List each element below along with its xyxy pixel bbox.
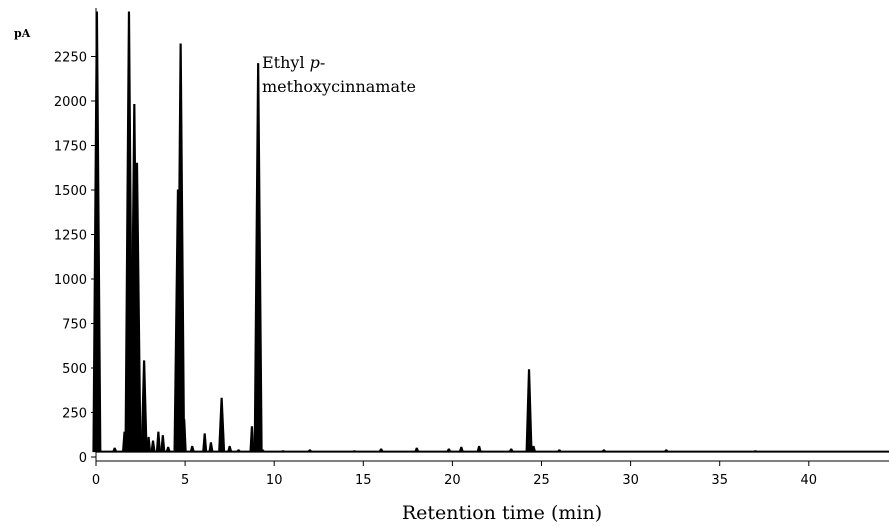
peak-annotation-line2: methoxycinnamate: [262, 77, 416, 96]
peak-mark: [146, 436, 152, 453]
peak-mark: [165, 446, 171, 453]
peak-mark: [218, 397, 226, 453]
x-tick-label: 10: [266, 473, 283, 488]
peak-mark: [111, 447, 118, 453]
x-tick-label: 30: [622, 473, 639, 488]
peak-mark: [140, 360, 148, 453]
peak-mark: [378, 448, 384, 453]
y-tick-label: 1000: [54, 273, 87, 288]
y-tick-label: 2250: [54, 51, 87, 66]
peak-annotation-line1: Ethyl p-: [262, 53, 325, 72]
y-tick-label: 500: [62, 362, 87, 377]
peak-mark: [663, 449, 670, 453]
y-tick-label: 750: [62, 318, 87, 333]
peak-mark: [235, 449, 242, 453]
peak-annotation-text: Ethyl: [262, 53, 310, 72]
peak-annotation-suffix: -: [320, 53, 325, 72]
peak-mark: [508, 448, 515, 453]
x-tick-label: 5: [181, 473, 189, 488]
y-tick-label: 1500: [54, 184, 87, 199]
peak-mark: [155, 431, 161, 453]
peak-annotation-italic: p: [310, 53, 320, 72]
x-tick-label: 25: [533, 473, 550, 488]
y-tick-label: 2000: [54, 95, 87, 110]
peak-mark: [350, 450, 359, 453]
peak-mark: [150, 440, 156, 453]
peak-mark: [208, 442, 214, 453]
peak-mark: [181, 419, 187, 453]
x-tick-label: 0: [92, 473, 100, 488]
peak-mark: [176, 43, 186, 453]
peak-mark: [458, 446, 464, 453]
y-axis-unit-label: pA: [14, 27, 31, 40]
peak-mark: [306, 449, 313, 453]
y-tick-label: 1750: [54, 140, 87, 155]
peak-mark: [751, 450, 760, 453]
x-tick-label: 35: [711, 473, 728, 488]
peak-mark: [446, 448, 452, 453]
peak-mark: [600, 449, 607, 453]
y-tick-label: 250: [62, 407, 87, 422]
peak-mark: [189, 445, 195, 453]
peak-mark: [556, 449, 563, 453]
x-tick-label: 20: [444, 473, 461, 488]
peak-mark: [414, 447, 420, 453]
peak-mark: [530, 445, 537, 453]
y-tick-label: 1250: [54, 229, 87, 244]
peak-mark: [227, 445, 233, 453]
x-tick-label: 15: [355, 473, 372, 488]
x-tick-label: 40: [801, 473, 818, 488]
peak-mark: [249, 426, 255, 453]
peak-mark: [160, 435, 166, 453]
peak-mark: [132, 162, 142, 453]
peak-mark: [259, 449, 266, 453]
peak-mark: [279, 450, 287, 453]
peak-mark: [202, 433, 208, 453]
y-tick-label: 0: [79, 451, 87, 466]
x-axis-title: Retention time (min): [402, 502, 602, 524]
peak-mark: [476, 445, 482, 453]
peak-mark: [253, 63, 263, 453]
peak-mark: [525, 369, 533, 453]
peak-mark: [92, 11, 102, 453]
